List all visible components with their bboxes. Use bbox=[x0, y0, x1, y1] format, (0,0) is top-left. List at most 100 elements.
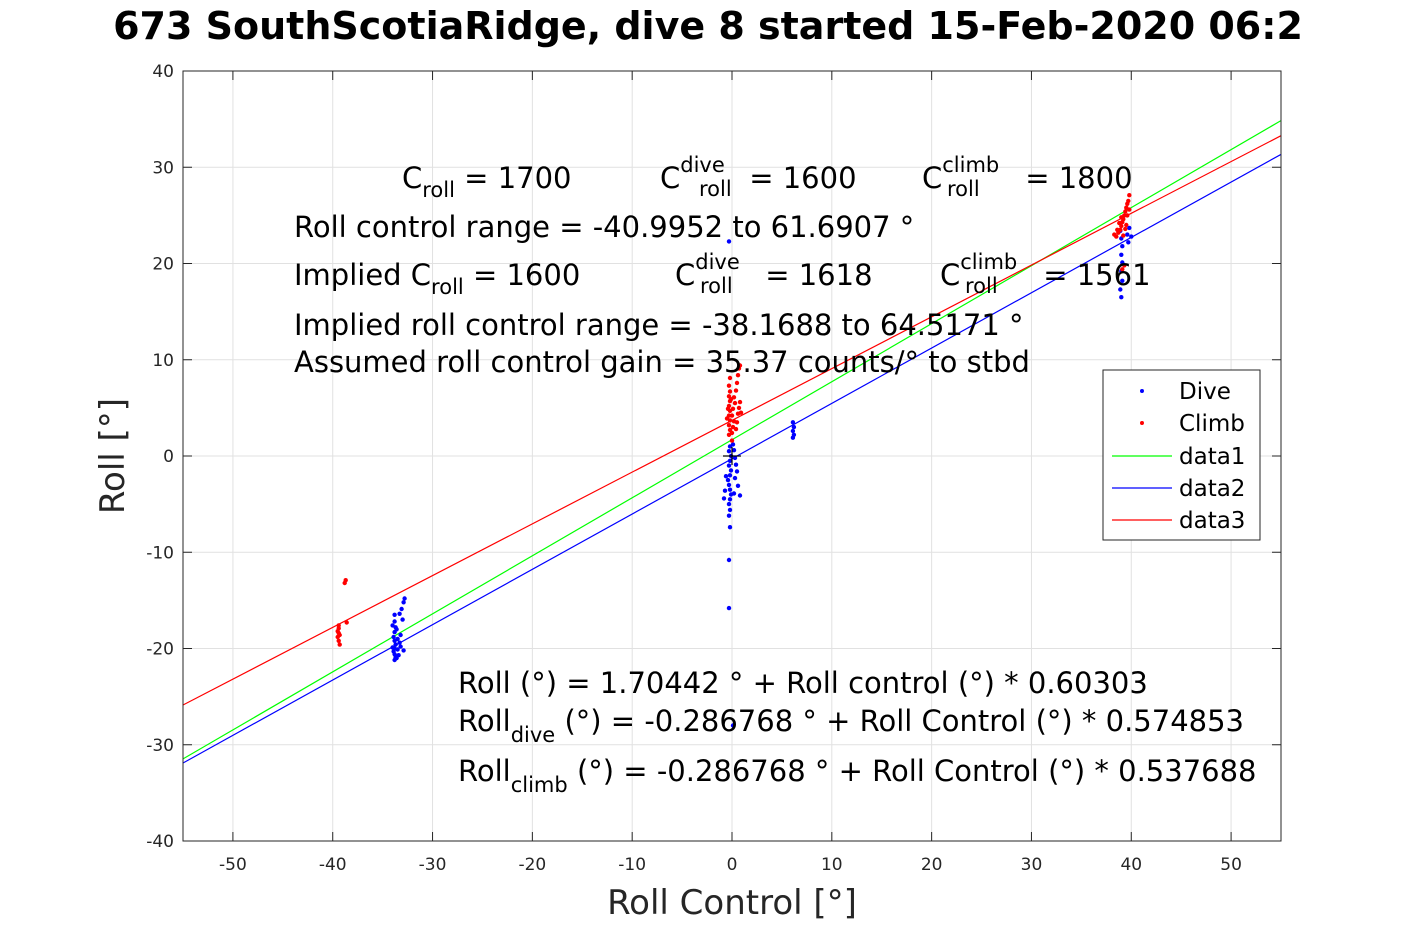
data-point-climb bbox=[733, 426, 739, 432]
annot-range: Roll control range = -40.9952 to 61.6907… bbox=[294, 210, 914, 244]
data-point-dive bbox=[731, 491, 737, 496]
data-point-climb bbox=[729, 430, 735, 436]
data-point-climb bbox=[733, 388, 739, 393]
legend-marker-dive bbox=[1140, 389, 1144, 393]
data-point-climb bbox=[1121, 233, 1126, 238]
data-point-dive bbox=[392, 619, 397, 624]
data-point-dive bbox=[398, 632, 403, 638]
legend-marker-climb bbox=[1140, 421, 1144, 425]
data-point-dive bbox=[1118, 287, 1123, 292]
data-point-dive bbox=[721, 496, 727, 501]
data-point-dive bbox=[402, 596, 407, 601]
data-point-dive bbox=[732, 475, 738, 481]
legend-label-data1: data1 bbox=[1179, 444, 1245, 470]
data-point-climb bbox=[1120, 267, 1125, 272]
data-point-dive bbox=[732, 455, 738, 461]
data-point-climb bbox=[728, 397, 734, 402]
x-tick-label: 50 bbox=[1220, 855, 1242, 875]
x-tick-label: -40 bbox=[319, 855, 347, 875]
data-point-dive bbox=[395, 636, 400, 642]
data-point-dive bbox=[1126, 240, 1131, 245]
legend-label-data3: data3 bbox=[1179, 508, 1245, 534]
data-point-climb bbox=[730, 406, 736, 411]
data-point-dive bbox=[737, 493, 743, 498]
data-point-climb bbox=[726, 383, 732, 388]
data-point-dive bbox=[392, 612, 397, 617]
data-point-climb bbox=[727, 389, 733, 394]
data-point-dive bbox=[1119, 252, 1124, 257]
data-point-climb bbox=[343, 578, 348, 583]
data-point-dive bbox=[790, 435, 796, 440]
data-point-dive bbox=[394, 627, 399, 632]
data-point-climb bbox=[727, 375, 733, 381]
data-point-dive bbox=[1125, 232, 1130, 237]
data-point-climb bbox=[1123, 209, 1128, 214]
data-point-dive bbox=[727, 525, 733, 530]
data-point-climb bbox=[734, 380, 740, 386]
data-point-dive bbox=[401, 600, 406, 605]
data-point-climb bbox=[736, 405, 742, 411]
data-point-climb bbox=[1119, 215, 1124, 220]
data-point-dive bbox=[1120, 244, 1125, 249]
x-tick-label: 10 bbox=[821, 855, 843, 875]
data-point-climb bbox=[1127, 193, 1132, 198]
data-point-dive bbox=[727, 458, 733, 463]
data-point-dive bbox=[1120, 278, 1125, 283]
data-point-climb bbox=[726, 423, 732, 428]
data-point-climb bbox=[734, 420, 740, 425]
annot-fit: Roll (°) = 1.70442 ° + Roll control (°) … bbox=[458, 666, 1148, 700]
x-tick-label: -10 bbox=[618, 855, 646, 875]
y-tick-label: 0 bbox=[163, 447, 174, 467]
data-point-dive bbox=[398, 644, 403, 649]
x-tick-label: 0 bbox=[727, 855, 738, 875]
annot-c-roll: Croll = 1700 bbox=[402, 161, 572, 202]
x-tick-label: -20 bbox=[518, 855, 546, 875]
data-point-climb bbox=[1125, 213, 1130, 218]
data-point-dive bbox=[730, 442, 736, 447]
data-point-dive bbox=[726, 482, 732, 488]
data-point-climb bbox=[337, 632, 342, 638]
data-point-dive bbox=[735, 483, 741, 488]
data-point-dive bbox=[401, 648, 406, 653]
data-point-dive bbox=[723, 474, 729, 479]
data-point-dive bbox=[727, 473, 733, 478]
data-point-climb bbox=[1123, 226, 1128, 232]
data-point-dive bbox=[1129, 234, 1134, 239]
y-tick-label: 10 bbox=[152, 351, 174, 371]
legend-label-dive: Dive bbox=[1179, 379, 1231, 405]
data-points bbox=[335, 193, 1134, 728]
y-tick-label: 20 bbox=[152, 255, 174, 275]
data-point-dive bbox=[393, 642, 398, 647]
data-point-climb bbox=[1122, 263, 1127, 268]
data-point-climb bbox=[735, 373, 741, 378]
data-point-dive bbox=[734, 469, 740, 474]
y-axis-label: Roll [°] bbox=[93, 398, 133, 514]
data-point-climb bbox=[738, 410, 744, 415]
data-point-climb bbox=[344, 620, 349, 625]
data-point-climb bbox=[1127, 207, 1132, 212]
data-point-dive bbox=[790, 428, 796, 434]
data-point-dive bbox=[731, 448, 737, 453]
data-point-dive bbox=[726, 449, 732, 454]
data-point-climb bbox=[724, 416, 730, 421]
annot-implied-c-dive: Cdive roll = 1618 bbox=[675, 250, 873, 298]
x-tick-label: 40 bbox=[1120, 855, 1142, 875]
y-tick-label: -40 bbox=[146, 832, 174, 852]
data-point-dive bbox=[728, 468, 734, 473]
data-point-climb bbox=[1124, 222, 1129, 228]
data-point-climb bbox=[737, 399, 743, 405]
legend: Dive Climb data1 data2 data3 bbox=[1102, 369, 1261, 541]
chart-title: 673 SouthScotiaRidge, dive 8 started 15-… bbox=[113, 4, 1303, 48]
x-tick-label: -50 bbox=[219, 855, 247, 875]
data-point-dive bbox=[725, 477, 731, 483]
axis-ticks: -50 -40 -30 -20 -10 0 10 20 30 40 50 -40 -30 -20 -10 0 1… bbox=[146, 62, 1281, 875]
data-point-climb bbox=[336, 638, 341, 643]
data-point-dive bbox=[726, 557, 732, 563]
data-point-dive bbox=[397, 640, 402, 645]
data-point-dive bbox=[394, 655, 399, 661]
data-point-dive bbox=[1127, 225, 1132, 231]
y-tick-label: -20 bbox=[146, 640, 174, 660]
annot-implied-c-roll: Implied Croll = 1600 bbox=[294, 258, 580, 299]
data-point-dive bbox=[727, 487, 733, 492]
